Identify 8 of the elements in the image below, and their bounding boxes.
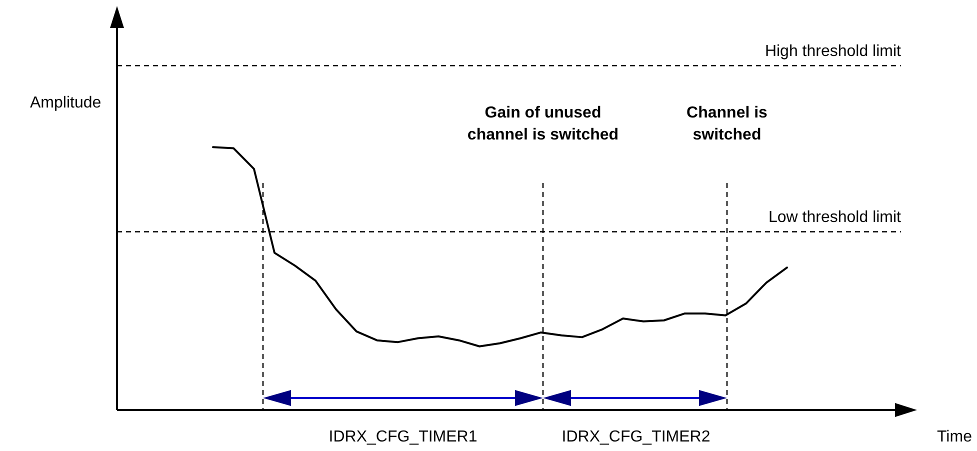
text: Channel is switched (686, 104, 768, 144)
text: Amplitude (30, 94, 102, 112)
ref-line-label: Low threshold limit (768, 209, 902, 226)
text: Time (937, 428, 972, 446)
text: IDRX_CFG_TIMER1 (328, 428, 478, 446)
ref-line-label: High threshold limit (764, 43, 902, 60)
text: IDRX_CFG_TIMER2 (562, 428, 710, 446)
text: Gain of unused channel is switched (467, 104, 619, 144)
